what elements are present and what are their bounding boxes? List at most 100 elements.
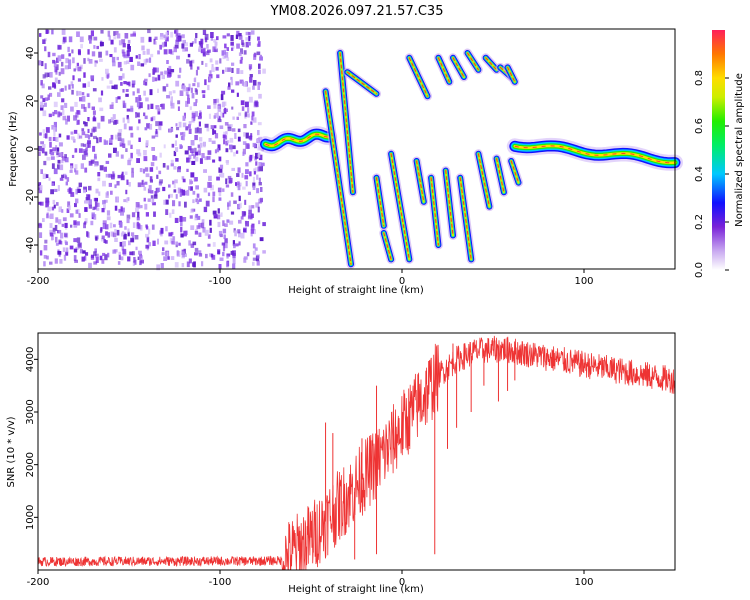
noise-cell (207, 84, 210, 91)
noise-cell (38, 201, 42, 205)
noise-cell (117, 61, 122, 68)
noise-cell (115, 97, 118, 103)
noise-cell (248, 64, 253, 69)
noise-cell (99, 255, 103, 261)
noise-cell (216, 112, 219, 118)
noise-cell (55, 217, 59, 223)
noise-cell (232, 258, 236, 264)
noise-cell (69, 213, 74, 218)
noise-cell (64, 65, 69, 70)
noise-cell (73, 248, 78, 253)
y-tick-label: 20 (25, 95, 36, 108)
noise-cell (227, 86, 231, 90)
noise-cell (61, 223, 65, 227)
noise-cell (165, 36, 169, 42)
noise-cell (256, 254, 260, 259)
noise-cell (207, 243, 211, 247)
noise-cell (83, 106, 87, 112)
noise-cell (235, 81, 240, 86)
noise-cell (121, 245, 125, 251)
noise-cell (231, 67, 234, 73)
noise-cell (176, 36, 180, 42)
noise-cell (211, 67, 215, 72)
noise-cell (230, 35, 234, 41)
noise-cell (42, 218, 45, 222)
noise-cell (68, 84, 71, 90)
noise-cell (108, 173, 112, 178)
noise-cell (125, 197, 129, 203)
noise-cell (38, 182, 42, 186)
noise-cell (232, 263, 236, 269)
noise-cell (43, 160, 47, 166)
noise-cell (174, 140, 177, 146)
noise-cell (81, 95, 86, 102)
noise-cell (174, 179, 178, 184)
noise-cell (121, 231, 125, 235)
noise-cell (187, 53, 191, 58)
noise-cell (132, 33, 136, 37)
noise-cell (248, 32, 251, 37)
noise-cell (145, 224, 148, 228)
noise-cell (165, 32, 169, 38)
noise-cell (204, 33, 209, 40)
noise-cell (58, 112, 63, 116)
noise-cell (58, 219, 62, 225)
noise-cell (140, 36, 145, 43)
noise-cell (166, 83, 169, 87)
colorbar-tick-label: 0.6 (694, 118, 705, 134)
noise-cell (55, 242, 59, 246)
noise-cell (114, 228, 117, 233)
noise-cell (258, 154, 263, 161)
noise-cell (75, 198, 79, 204)
noise-cell (136, 149, 141, 155)
noise-cell (198, 46, 201, 52)
noise-cell (226, 261, 229, 268)
noise-cell (139, 226, 143, 231)
noise-cell (101, 235, 105, 240)
noise-cell (206, 156, 211, 160)
noise-cell (217, 105, 220, 110)
noise-cell (94, 162, 98, 167)
noise-cell (118, 254, 121, 260)
noise-cell (154, 36, 158, 40)
noise-cell (42, 39, 46, 44)
noise-cell (57, 159, 61, 164)
noise-cell (116, 181, 120, 186)
noise-cell (254, 167, 258, 173)
noise-cell (119, 143, 123, 147)
noise-cell (248, 205, 252, 210)
spectrogram-y-ticks: -40 -20 0 20 40 (25, 47, 38, 253)
noise-cell (161, 42, 165, 48)
noise-cell (182, 253, 187, 257)
noise-cell (250, 30, 255, 35)
streak-peak (339, 52, 354, 193)
streak-peak (346, 71, 377, 95)
noise-cell (122, 117, 125, 123)
noise-cell (136, 158, 140, 163)
noise-cell (142, 51, 146, 55)
colorbar: 0.0 0.2 0.4 0.6 0.8 Normalized spectral ampl… (694, 30, 745, 278)
noise-cell (191, 93, 195, 99)
noise-cell (127, 256, 131, 262)
noise-cell (121, 49, 125, 54)
noise-cell (168, 49, 173, 54)
noise-cell (221, 242, 226, 246)
noise-cell (67, 201, 71, 208)
noise-cell (126, 60, 130, 64)
noise-cell (240, 56, 243, 61)
noise-cell (125, 189, 128, 195)
noise-cell (84, 218, 88, 224)
spectrogram-x-label: Height of straight line (km) (288, 285, 424, 296)
noise-cell (46, 255, 49, 260)
noise-cell (70, 81, 74, 86)
noise-cell (48, 136, 52, 142)
noise-cell (153, 194, 158, 199)
noise-cell (61, 156, 66, 161)
noise-cell (49, 149, 53, 154)
noise-cell (210, 36, 213, 41)
noise-cell (194, 111, 198, 117)
noise-cell (226, 47, 229, 51)
noise-cell (198, 127, 202, 134)
noise-cell (57, 92, 61, 97)
noise-cell (46, 29, 50, 34)
